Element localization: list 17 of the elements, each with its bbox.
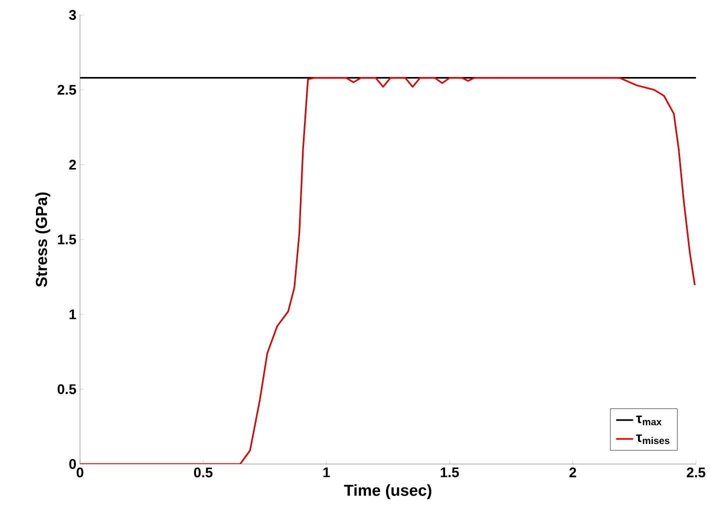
y-tick-label: 2.5 xyxy=(58,84,76,95)
x-axis-title: Time (usec) xyxy=(344,484,432,500)
legend-label: τ$_{max}$ xyxy=(636,416,662,426)
y-tick-label: 0.5 xyxy=(58,384,76,394)
y-tick-label: 0 xyxy=(69,459,76,469)
y-tick-label: 1 xyxy=(70,310,76,320)
x-tick-label: 0.5 xyxy=(194,468,213,478)
y-tick-label: 2 xyxy=(69,160,76,170)
x-tick-label: 2 xyxy=(569,468,576,478)
y-tick-label: 3 xyxy=(69,10,76,20)
x-tick-label: 0 xyxy=(76,468,84,478)
x-tick-label: 1.5 xyxy=(440,468,459,478)
x-tick-label: 1 xyxy=(323,468,330,478)
y-tick-label: 1.5 xyxy=(58,234,76,244)
legend-label: τ$_{mises}$ xyxy=(636,434,670,444)
x-tick-label: 2.5 xyxy=(686,468,706,478)
y-axis-title: Stress (GPa) xyxy=(35,192,50,287)
